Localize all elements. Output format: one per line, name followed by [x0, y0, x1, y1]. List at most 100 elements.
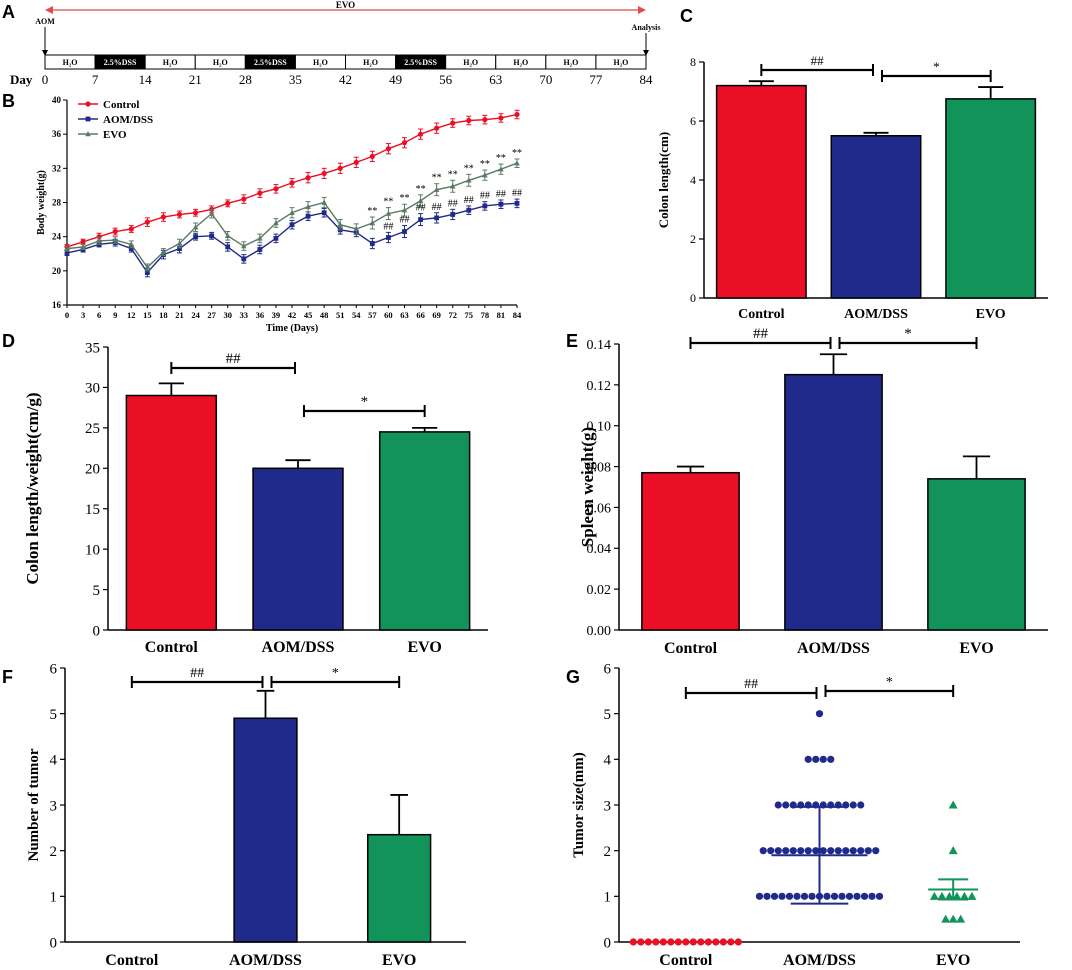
sig-aom-vs-evo-label: * — [904, 326, 912, 342]
bar — [125, 394, 218, 631]
data-point — [514, 160, 520, 166]
y-tick-label: 24 — [52, 232, 62, 242]
bar — [367, 833, 432, 943]
data-point — [868, 892, 876, 900]
panel-letter-c: C — [680, 6, 693, 26]
data-point — [967, 891, 977, 900]
y-tick-label: 5 — [93, 583, 101, 599]
day-label: Day — [10, 72, 33, 87]
y-tick-label: 20 — [85, 462, 100, 478]
data-point — [434, 215, 440, 221]
data-point — [225, 244, 231, 250]
data-point — [872, 847, 880, 855]
x-tick-label: 54 — [352, 310, 361, 320]
day-tick-label: 63 — [489, 72, 502, 87]
bar — [641, 471, 740, 631]
day-tick-label: 14 — [139, 72, 153, 87]
category-label: Control — [105, 952, 159, 969]
data-point — [793, 892, 801, 900]
data-point — [778, 892, 786, 900]
data-point — [834, 847, 842, 855]
data-point — [759, 847, 767, 855]
bar — [784, 373, 883, 631]
data-point — [369, 220, 376, 226]
day-tick-label: 49 — [389, 72, 402, 87]
data-point — [860, 892, 869, 900]
data-point — [224, 232, 231, 239]
y-tick-label: 5 — [50, 707, 58, 723]
evo-arrow-head-right — [638, 6, 646, 14]
data-point — [845, 892, 854, 900]
panel-c-bar-chart: C 0 2 4 6 8 Colon length(cm) Control AOM/DSS EVO #… — [656, 6, 1048, 322]
category-label: EVO — [407, 639, 441, 656]
data-point — [629, 938, 637, 946]
category-label: Control — [659, 952, 713, 969]
day-tick-label: 7 — [92, 72, 99, 87]
sig-mark-aom: ## — [416, 203, 426, 214]
data-point — [812, 755, 820, 763]
y-tick-label: 1 — [50, 890, 58, 906]
water-segment-label: H₂O — [363, 58, 378, 67]
panel-a-timeline: A EVO AOM Analysis H₂O 2.5%DSS H₂O H₂O 2.5%DSS H₂… — [2, 0, 660, 87]
data-point — [498, 201, 504, 207]
data-point — [369, 153, 375, 159]
data-point — [944, 891, 954, 900]
y-tick-label: 0.02 — [587, 583, 612, 598]
data-point — [929, 891, 939, 900]
sig-mark-evo: ** — [512, 148, 522, 159]
data-point — [682, 938, 690, 946]
legend: Control AOM/DSS EVO — [78, 99, 153, 141]
data-point — [941, 914, 951, 923]
data-point — [257, 235, 263, 241]
x-tick-label: 84 — [513, 310, 522, 320]
data-point — [674, 938, 682, 946]
data-point — [697, 938, 705, 946]
x-tick-label: 75 — [465, 310, 474, 320]
y-tick-label: 4 — [690, 173, 696, 187]
day-tick-label: 77 — [589, 72, 603, 87]
data-point — [240, 243, 247, 249]
x-tick-label: 39 — [272, 310, 281, 320]
data-point — [273, 235, 279, 241]
data-point — [289, 180, 295, 186]
bar — [233, 717, 298, 943]
sig-mark-evo: ** — [480, 159, 490, 170]
sig-mark-evo: ** — [367, 206, 377, 217]
bar — [378, 431, 471, 631]
data-point — [321, 210, 327, 216]
category-label: EVO — [959, 640, 993, 657]
y-tick-label: 0 — [604, 935, 612, 951]
analysis-arrow-head — [643, 50, 649, 56]
data-point — [644, 938, 652, 946]
data-point — [800, 892, 809, 900]
x-tick-label: 72 — [448, 310, 457, 320]
data-point — [176, 211, 183, 218]
x-tick-label: 9 — [113, 310, 117, 320]
sig-mark-evo: ** — [448, 169, 458, 180]
data-point — [144, 264, 151, 270]
data-point — [948, 800, 958, 809]
bar — [927, 478, 1026, 631]
data-point — [948, 846, 958, 855]
data-point — [763, 892, 771, 900]
water-segment-label: H₂O — [313, 58, 328, 67]
data-point — [827, 847, 835, 855]
data-point — [401, 207, 408, 213]
data-point — [514, 111, 520, 118]
legend-label: AOM/DSS — [103, 114, 153, 126]
data-point — [450, 212, 456, 217]
day-tick-label: 56 — [439, 72, 453, 87]
data-point — [849, 847, 857, 855]
data-point — [64, 245, 70, 251]
sig-control-vs-aom-label: ## — [753, 326, 769, 342]
data-point — [734, 938, 742, 946]
x-tick-label: 0 — [65, 310, 69, 320]
category-label: EVO — [382, 952, 416, 969]
category-label: Control — [145, 639, 199, 656]
data-point — [652, 938, 660, 946]
sig-mark-aom: ## — [512, 188, 522, 199]
data-point — [466, 207, 472, 213]
y-tick-label: 0 — [50, 935, 58, 951]
x-tick-label: 69 — [432, 310, 441, 320]
